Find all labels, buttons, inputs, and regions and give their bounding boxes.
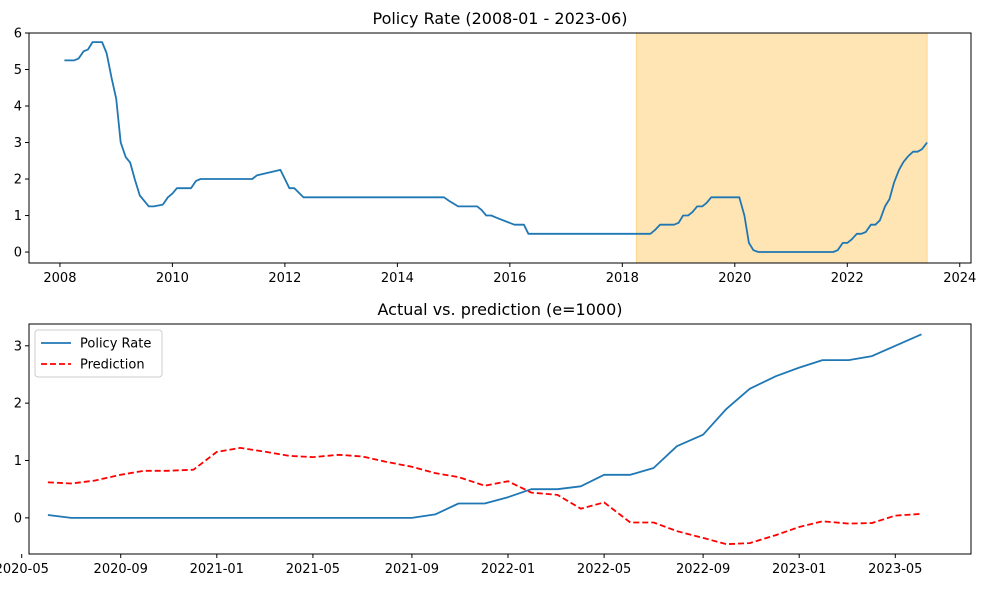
y-tick-label: 0: [14, 246, 22, 261]
y-tick-label: 3: [14, 339, 22, 354]
series-line-policy-rate: [64, 41, 928, 253]
y-tick-label: 2: [14, 173, 22, 188]
chart-title-policy-rate: Policy Rate (2008-01 - 2023-06): [372, 9, 627, 28]
x-tick-label: 2021-05: [286, 562, 340, 577]
x-tick-label: 2023-05: [868, 562, 922, 577]
x-tick-label: 2008: [43, 271, 76, 286]
y-tick-label: 0: [14, 511, 22, 526]
x-tick-label: 2020-05: [0, 562, 49, 577]
legend-box: [34, 329, 163, 378]
x-tick-label: 2021-09: [385, 562, 439, 577]
y-tick-label: 6: [14, 27, 22, 42]
y-tick-label: 1: [14, 209, 22, 224]
series-line-prediction: [47, 446, 922, 546]
x-tick-label: 2012: [268, 271, 301, 286]
x-tick-label: 2020-09: [94, 562, 148, 577]
x-tick-label: 2018: [606, 271, 639, 286]
x-tick-label: 2010: [156, 271, 189, 286]
x-tick-label: 2022: [831, 271, 864, 286]
x-tick-label: 2014: [381, 271, 414, 286]
x-tick-label: 2021-01: [190, 562, 244, 577]
plot-frame: [28, 32, 972, 264]
legend-label-policy-rate: Policy Rate: [80, 337, 151, 352]
chart-title-actual-vs-prediction: Actual vs. prediction (e=1000): [378, 300, 623, 319]
policy-rate-chart: Policy Rate (2008-01 - 2023-06) 2008 2010…: [14, 9, 977, 286]
legend-label-prediction: Prediction: [80, 358, 145, 373]
x-tick-label: 2022-05: [577, 562, 631, 577]
x-tick-label: 2024: [943, 271, 976, 286]
x-tick-label: 2020: [718, 271, 751, 286]
legend: Policy Rate Prediction: [34, 329, 163, 378]
x-tick-label: 2023-01: [772, 562, 826, 577]
plot-frame: [28, 323, 972, 555]
y-tick-label: 2: [14, 397, 22, 412]
x-tick-label: 2022-09: [676, 562, 730, 577]
y-tick-label: 3: [14, 136, 22, 151]
actual-vs-prediction-chart: Actual vs. prediction (e=1000) 2020-0520…: [0, 300, 972, 577]
series-line-policy-rate: [47, 333, 922, 519]
y-tick-label: 5: [14, 63, 22, 78]
highlight-region: [635, 32, 928, 264]
x-tick-label: 2016: [493, 271, 526, 286]
y-tick-label: 1: [14, 454, 22, 469]
x-tick-label: 2022-01: [481, 562, 535, 577]
y-tick-label: 4: [14, 100, 22, 115]
